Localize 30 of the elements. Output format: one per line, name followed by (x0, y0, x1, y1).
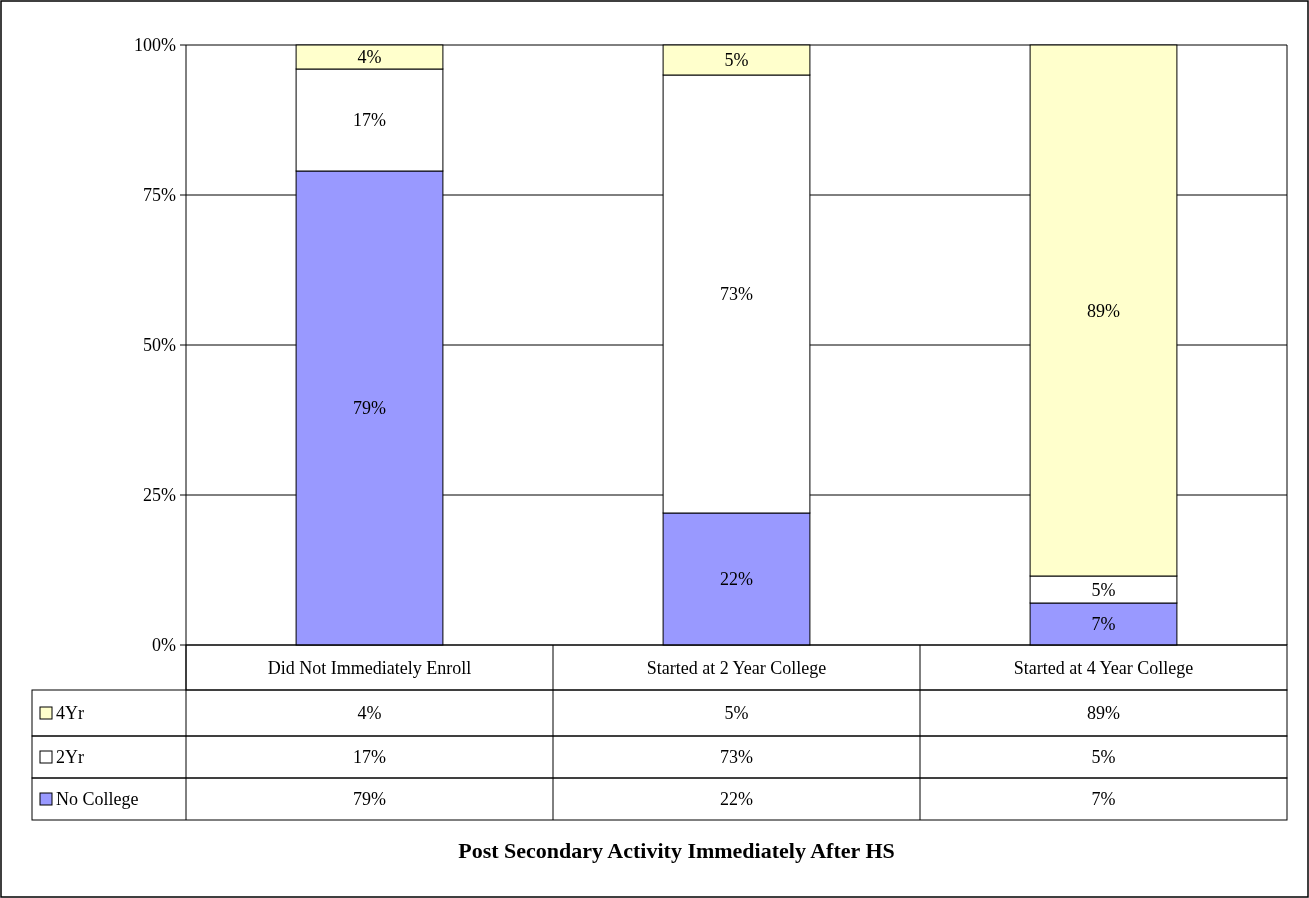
x-tick-label: Did Not Immediately Enroll (267, 657, 472, 678)
x-tick-label: Started at 4 Year College (1013, 657, 1194, 678)
text: 79% (353, 398, 386, 419)
data-label: 79% (353, 789, 386, 810)
x-tick-label: Started at 2 Year College (646, 657, 827, 678)
y-tick-label: 0% (152, 635, 176, 656)
data-label: 4% (357, 703, 382, 724)
y-tick-label: 50% (143, 335, 176, 356)
data-label: 7% (1091, 789, 1116, 810)
text: 7% (1091, 614, 1116, 635)
text: 17% (353, 110, 386, 131)
legend-label: 2Yr (56, 747, 84, 768)
text: 5% (724, 50, 749, 71)
text: 4% (357, 47, 382, 68)
data-label: 5% (724, 703, 749, 724)
y-tick-label: 100% (134, 35, 176, 56)
text: Post Secondary Activity Immediately After HS (458, 837, 895, 863)
text: 5% (1091, 579, 1116, 600)
data-label: 73% (720, 747, 753, 768)
legend-label: 4Yr (56, 703, 84, 724)
y-tick-label: 25% (143, 485, 176, 506)
legend-label: No College (56, 789, 139, 810)
text: 73% (720, 284, 753, 305)
data-label: 89% (1087, 703, 1120, 724)
text: 89% (1087, 300, 1120, 321)
data-label: 5% (1091, 747, 1116, 768)
y-tick-label: 75% (143, 185, 176, 206)
text: 22% (720, 569, 753, 590)
data-label: 22% (720, 789, 753, 810)
data-label: 17% (353, 747, 386, 768)
